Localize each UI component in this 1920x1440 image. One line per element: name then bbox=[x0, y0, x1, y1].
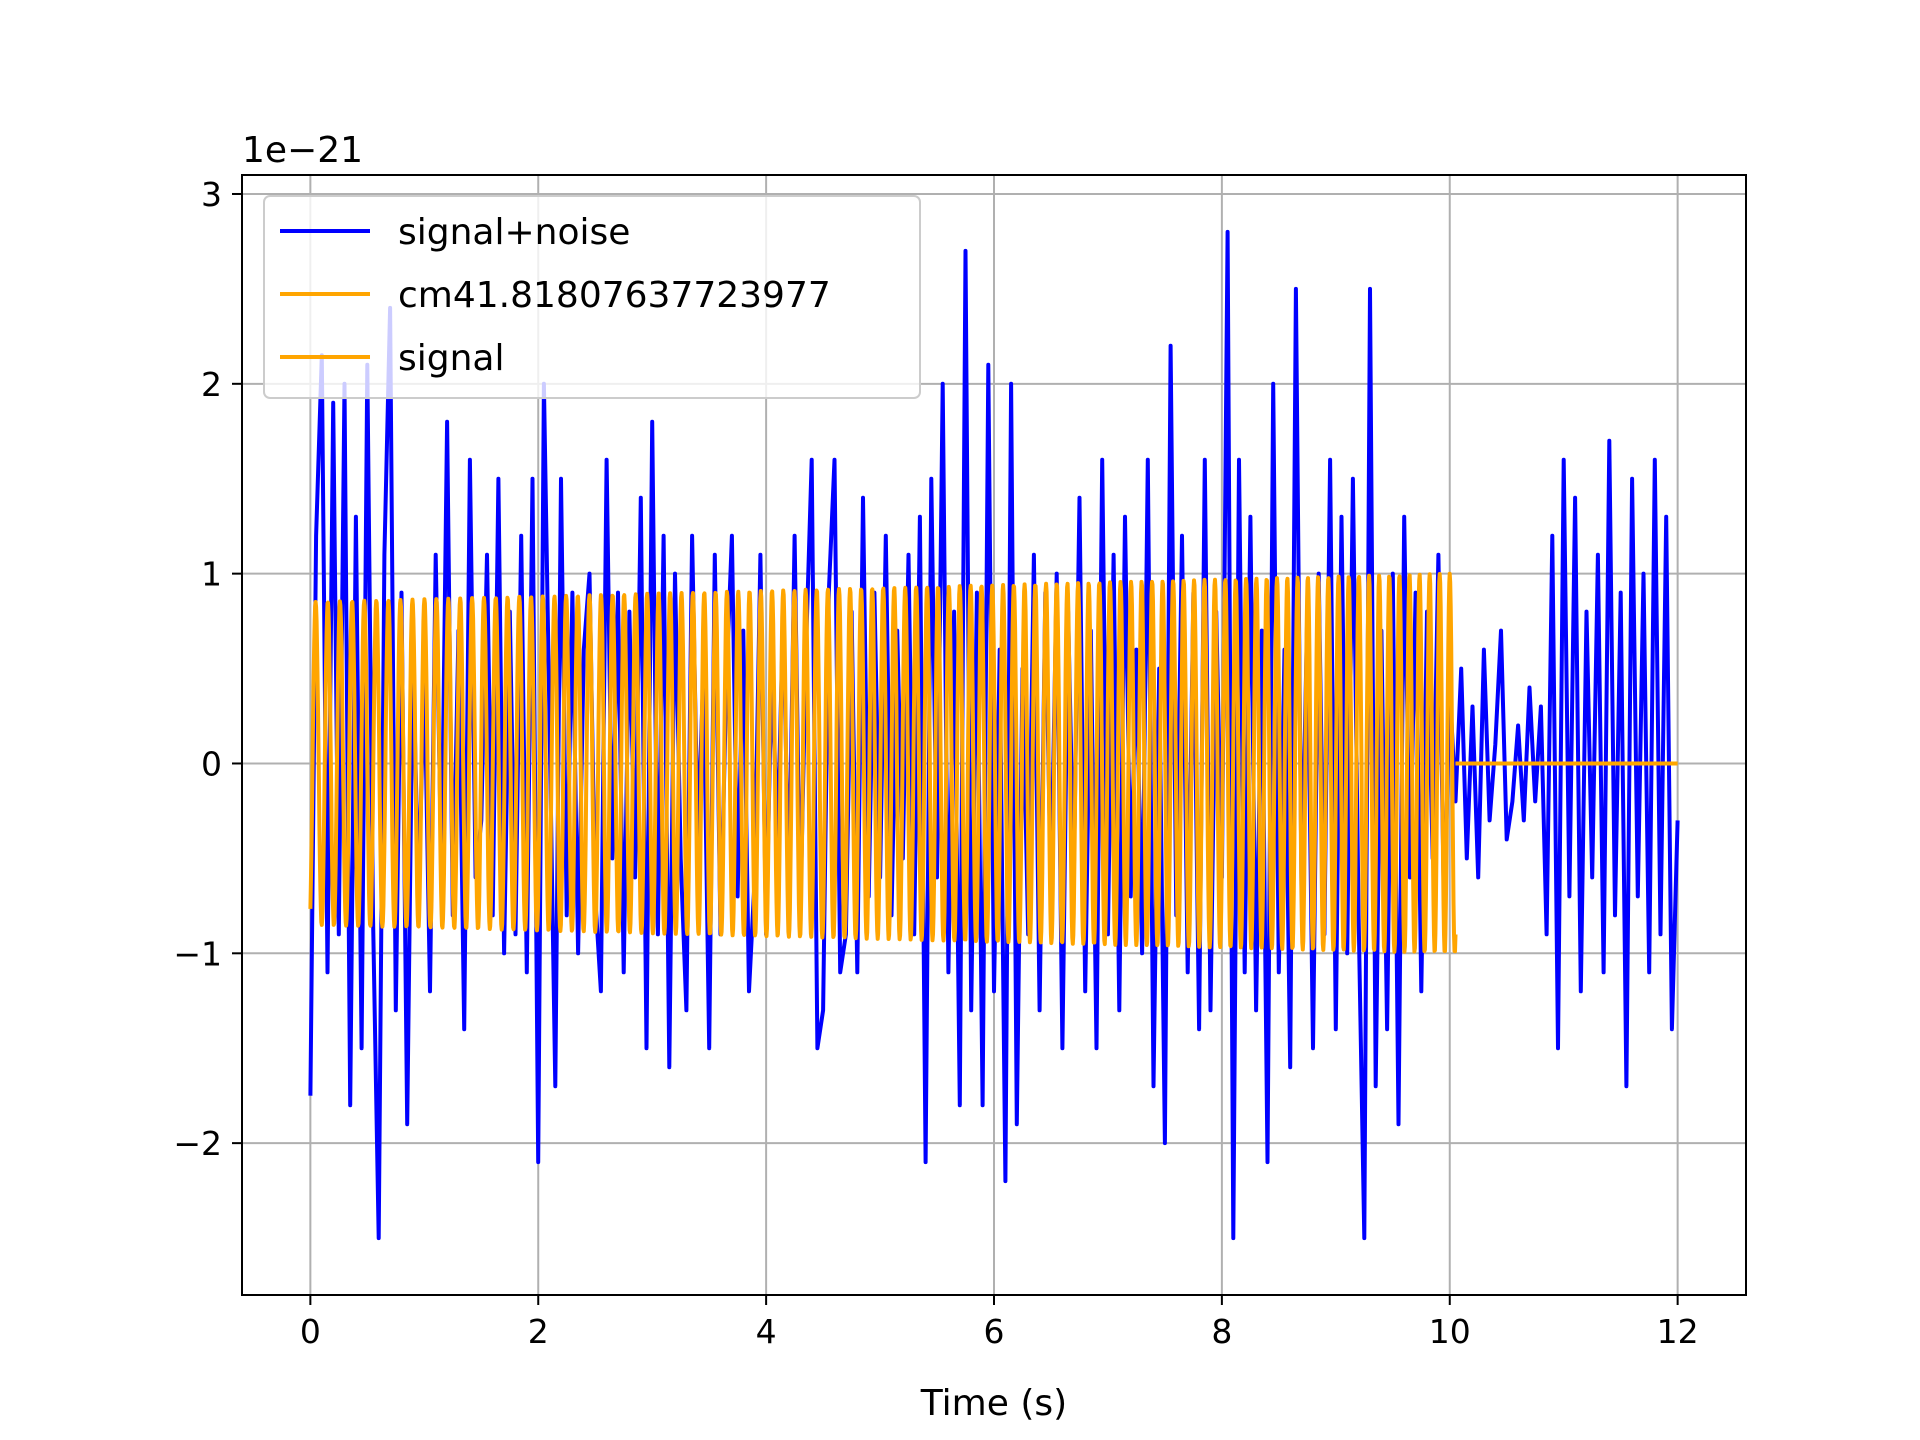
legend: signal+noise cm41.81807637723977 signal bbox=[263, 195, 921, 399]
legend-label-cm: cm41.81807637723977 bbox=[398, 275, 831, 316]
x-tick-label: 8 bbox=[1211, 1312, 1232, 1351]
y-axis-ticks: −2 −1 0 1 2 3 bbox=[173, 175, 242, 1163]
x-tick-label: 10 bbox=[1429, 1312, 1471, 1351]
y-tick-label: −1 bbox=[173, 934, 222, 973]
x-axis-label: Time (s) bbox=[920, 1383, 1067, 1424]
series-layer bbox=[308, 229, 1680, 1241]
legend-label-signal-noise: signal+noise bbox=[398, 212, 630, 253]
legend-box bbox=[263, 195, 921, 399]
x-tick-label: 6 bbox=[984, 1312, 1005, 1351]
y-offset-label: 1e−21 bbox=[242, 130, 363, 171]
y-tick-label: −2 bbox=[173, 1124, 222, 1163]
y-tick-label: 3 bbox=[201, 175, 222, 214]
y-tick-label: 0 bbox=[201, 744, 222, 783]
x-tick-label: 4 bbox=[756, 1312, 777, 1351]
series-line-cm bbox=[308, 571, 1458, 954]
x-tick-label: 12 bbox=[1657, 1312, 1699, 1351]
legend-label-signal: signal bbox=[398, 338, 505, 379]
y-tick-label: 2 bbox=[201, 365, 222, 404]
y-tick-label: 1 bbox=[201, 555, 222, 594]
x-tick-label: 0 bbox=[300, 1312, 321, 1351]
x-tick-label: 2 bbox=[528, 1312, 549, 1351]
x-axis-ticks: 0 2 4 6 8 10 12 bbox=[300, 1295, 1699, 1351]
